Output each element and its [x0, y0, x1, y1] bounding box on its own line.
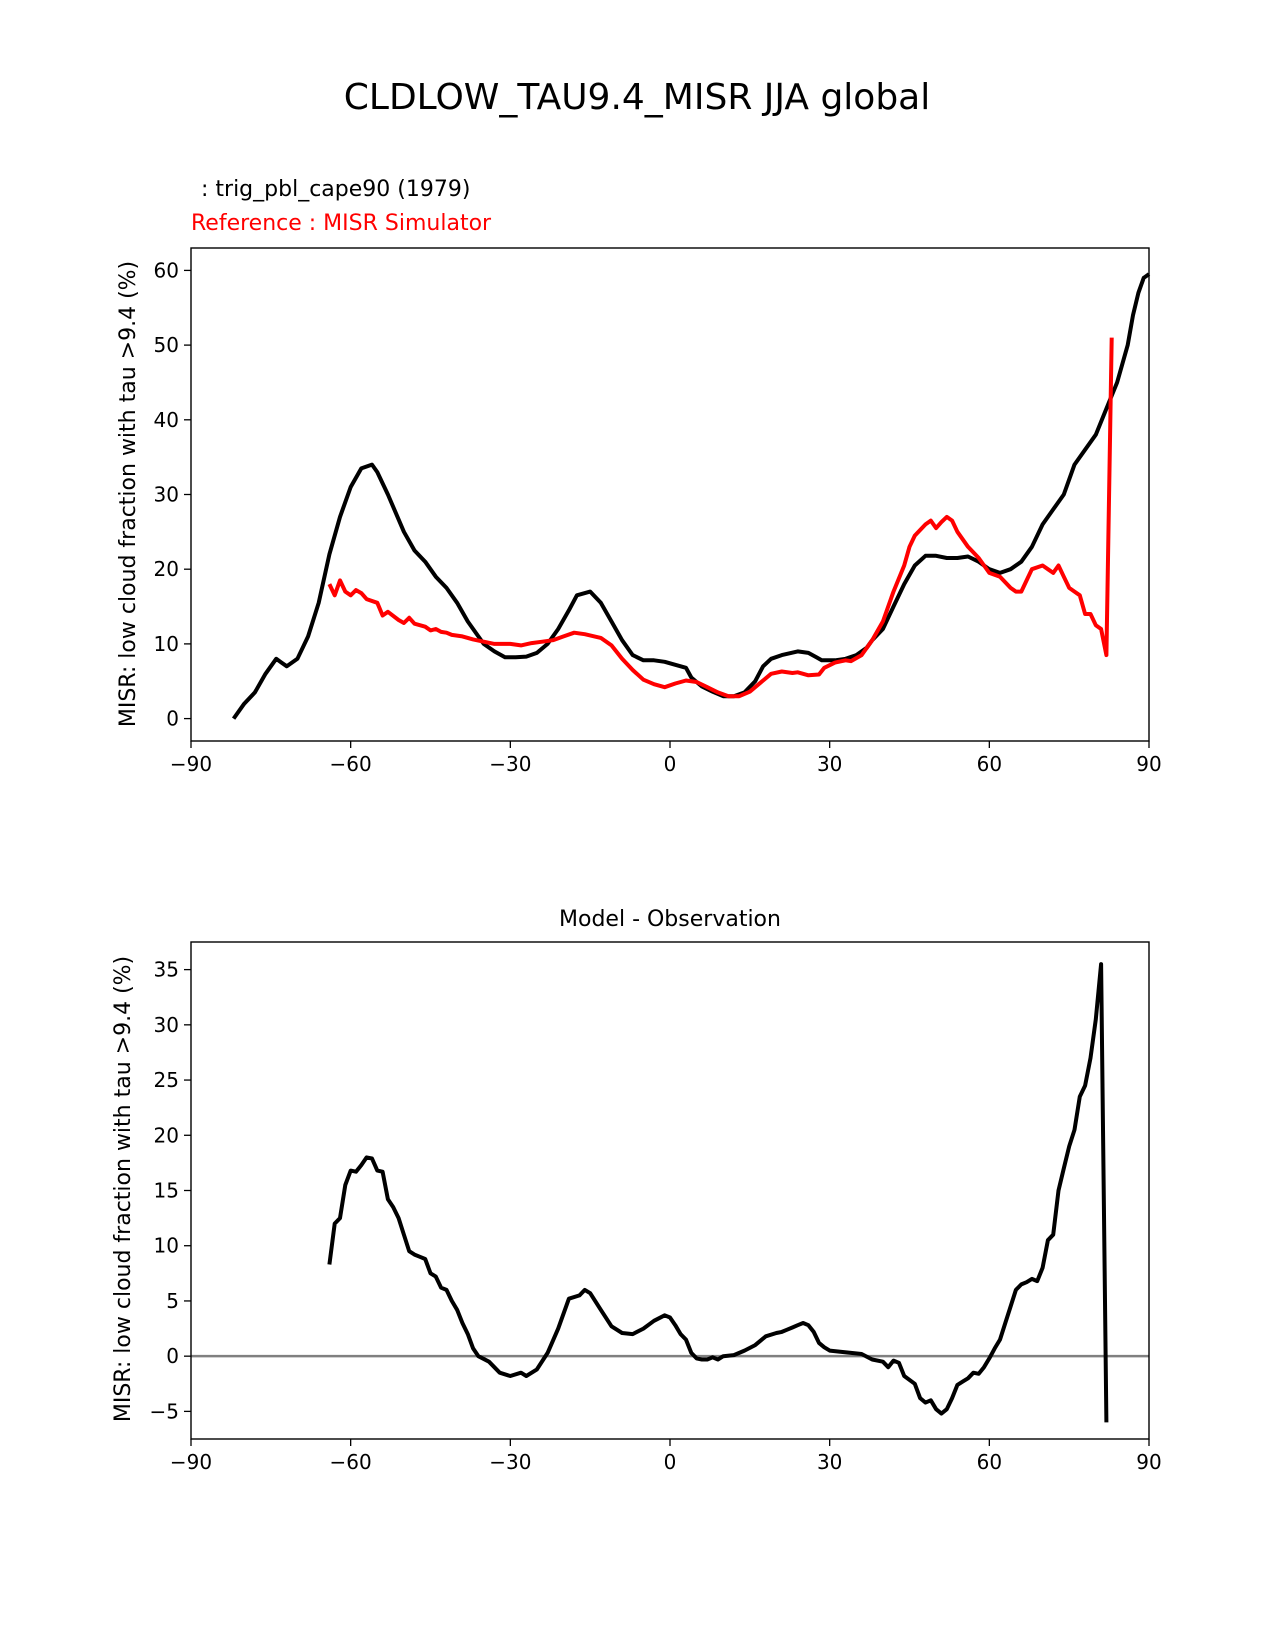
- bottom-panel-y-tick-label: 30: [154, 1013, 179, 1037]
- top-panel-x-tick-label: −30: [489, 752, 531, 776]
- top-panel-x-tick-label: −60: [330, 752, 372, 776]
- top-panel-x-tick-label: 60: [977, 752, 1002, 776]
- bottom-panel-y-tick-label: 20: [154, 1123, 179, 1147]
- bottom-panel-y-tick-label: 5: [166, 1289, 179, 1313]
- bottom-panel-y-tick-label: 35: [154, 958, 179, 982]
- top-panel-test-subtitle: : trig_pbl_cape90 (1979): [194, 177, 470, 202]
- bottom-panel-y-tick-label: 10: [154, 1234, 179, 1258]
- top-panel-y-tick-label: 60: [154, 258, 179, 282]
- bottom-panel-series: [327, 962, 1109, 1423]
- bottom-panel-x-tick-label: −90: [170, 1450, 212, 1474]
- top-panel: : trig_pbl_cape90 (1979) Reference : MIS…: [116, 177, 1162, 776]
- bottom-panel-series-line-model-observation: [327, 962, 1109, 1423]
- top-panel-x-tick-label: 90: [1136, 752, 1161, 776]
- top-panel-x-tick-label: 0: [664, 752, 677, 776]
- bottom-panel-y-tick-label: 0: [166, 1344, 179, 1368]
- top-panel-y-tick-label: 0: [166, 707, 179, 731]
- bottom-panel: Model - Observation MISR: low cloud frac…: [111, 907, 1162, 1474]
- bottom-panel-y-tick-label: 15: [154, 1179, 179, 1203]
- top-panel-x-tick-label: 30: [817, 752, 842, 776]
- top-panel-series: [231, 272, 1151, 720]
- bottom-panel-x-tick-label: 90: [1136, 1450, 1161, 1474]
- bottom-panel-y-tick-label: −5: [150, 1399, 179, 1423]
- top-panel-y-tick-label: 40: [154, 408, 179, 432]
- bottom-panel-axes-frame: [190, 941, 1150, 1440]
- top-panel-y-axis-label: MISR: low cloud fraction with tau >9.4 (…: [116, 261, 141, 727]
- bottom-panel-ticks: −90 −60 −30 0 30 60 90 −5 0 5 10 15 20 25 30 35: [150, 958, 1162, 1474]
- top-panel-y-tick-label: 20: [154, 557, 179, 581]
- figure-title: CLDLOW_TAU9.4_MISR JJA global: [344, 77, 931, 118]
- top-panel-y-tick-label: 30: [154, 483, 179, 507]
- top-panel-ticks: −90 −60 −30 0 30 60 90 0 10 20 30 40 50 60: [154, 258, 1162, 776]
- top-panel-series-line-misr-simulator: [327, 337, 1114, 699]
- top-panel-y-tick-label: 10: [154, 632, 179, 656]
- bottom-panel-x-tick-label: 60: [977, 1450, 1002, 1474]
- top-panel-reference-subtitle: Reference : MISR Simulator: [191, 211, 492, 236]
- bottom-panel-x-tick-label: 0: [664, 1450, 677, 1474]
- top-panel-series-line-trig-pbl-cape90-1979: [231, 272, 1151, 720]
- bottom-panel-x-tick-label: 30: [817, 1450, 842, 1474]
- top-panel-y-tick-label: 50: [154, 333, 179, 357]
- top-panel-x-tick-label: −90: [170, 752, 212, 776]
- bottom-panel-x-tick-label: −30: [489, 1450, 531, 1474]
- bottom-panel-x-tick-label: −60: [330, 1450, 372, 1474]
- bottom-panel-y-axis-label: MISR: low cloud fraction with tau >9.4 (…: [111, 956, 136, 1422]
- bottom-panel-y-tick-label: 25: [154, 1068, 179, 1092]
- bottom-panel-title: Model - Observation: [559, 907, 781, 932]
- top-panel-axes-frame: [190, 247, 1150, 742]
